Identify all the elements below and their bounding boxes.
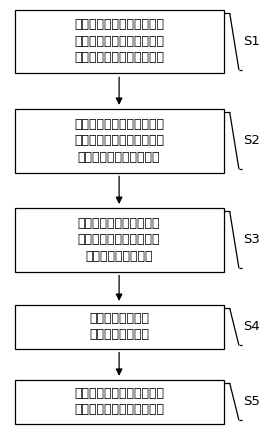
Text: 对连通区域进行筛
选，获取候选区域: 对连通区域进行筛 选，获取候选区域	[89, 312, 149, 342]
Text: 提取彩色的场景图像中的疑
似火焰点，将疑似火焰点作
为前景点，获取二值图像: 提取彩色的场景图像中的疑 似火焰点，将疑似火焰点作 为前景点，获取二值图像	[74, 118, 164, 164]
Bar	[15, 109, 224, 172]
Text: S4: S4	[243, 320, 260, 333]
Text: 选取标签的样本图像，利用
卷积神经网络对样本图像进
行训练，获取训练好的模型: 选取标签的样本图像，利用 卷积神经网络对样本图像进 行训练，获取训练好的模型	[74, 19, 164, 65]
Text: S3: S3	[243, 233, 260, 246]
Bar	[15, 208, 224, 272]
Text: S5: S5	[243, 395, 260, 408]
Text: 利用训练好的模型对候选区
域进行识别，输出识别结果: 利用训练好的模型对候选区 域进行识别，输出识别结果	[74, 387, 164, 416]
Text: 采用连通区域法对二值图
像进行连通区域处理，获
取一系列的连通区域: 采用连通区域法对二值图 像进行连通区域处理，获 取一系列的连通区域	[78, 217, 160, 263]
Bar	[15, 10, 224, 73]
Text: S1: S1	[243, 35, 260, 48]
Bar	[15, 305, 224, 349]
Text: S2: S2	[243, 134, 260, 147]
Bar	[15, 380, 224, 424]
